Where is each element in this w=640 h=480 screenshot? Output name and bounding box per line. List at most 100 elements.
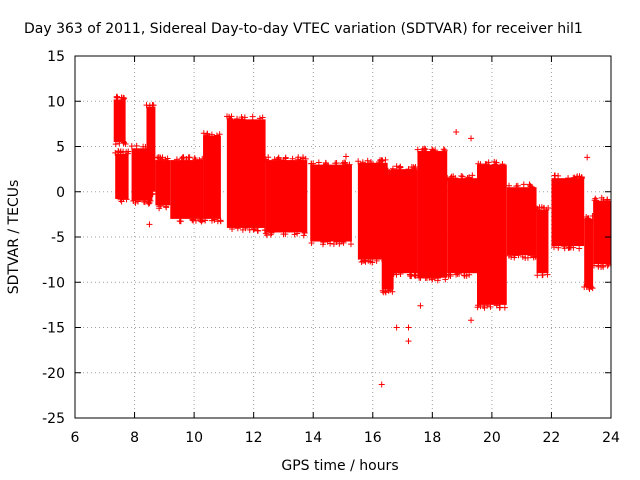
data-point-cluster — [115, 153, 129, 199]
data-point-outlier — [378, 381, 385, 388]
data-point — [197, 216, 204, 223]
data-point — [466, 271, 473, 278]
data-point — [208, 217, 215, 224]
data-point — [120, 95, 127, 102]
data-point — [536, 204, 543, 211]
data-point — [234, 116, 241, 123]
data-point-cluster — [226, 119, 266, 228]
data-point — [177, 218, 184, 225]
data-point — [458, 172, 465, 179]
data-point — [149, 191, 156, 198]
data-point — [112, 149, 119, 156]
data-point — [340, 238, 347, 245]
data-point — [333, 159, 340, 166]
x-tick-label: 20 — [483, 430, 501, 446]
data-point-outlier — [405, 338, 412, 345]
data-point-cluster — [310, 164, 352, 242]
data-point — [117, 148, 124, 155]
data-point-cluster — [390, 169, 418, 274]
data-point — [588, 283, 595, 290]
data-point — [461, 272, 468, 279]
data-point — [380, 289, 387, 296]
data-point — [514, 182, 521, 189]
data-point — [492, 161, 499, 168]
data-point-outlier — [468, 135, 475, 142]
data-point — [373, 257, 380, 264]
x-tick-label: 22 — [543, 430, 561, 446]
data-point — [112, 141, 119, 148]
data-point — [519, 253, 526, 260]
data-point — [229, 226, 236, 233]
data-point-cluster — [155, 160, 171, 206]
data-point — [446, 271, 453, 278]
data-point — [346, 161, 353, 168]
data-point — [213, 132, 220, 139]
data-point — [163, 204, 170, 211]
x-tick-label: 8 — [130, 430, 139, 446]
x-tick-label: 6 — [71, 430, 80, 446]
data-point — [216, 131, 223, 138]
data-point — [145, 200, 152, 207]
data-point — [459, 173, 466, 180]
data-point — [589, 285, 596, 292]
data-point — [493, 302, 500, 309]
x-tick-label: 12 — [245, 430, 263, 446]
data-point — [527, 252, 534, 259]
data-point — [116, 140, 123, 147]
data-point-cluster — [536, 209, 549, 274]
data-point — [456, 271, 463, 278]
data-point-cluster — [417, 151, 448, 278]
data-point — [466, 174, 473, 181]
data-point — [360, 258, 367, 265]
data-point — [342, 161, 349, 168]
data-point — [367, 158, 374, 165]
data-point-outlier — [584, 154, 591, 161]
data-point — [432, 147, 439, 154]
x-tick-label: 24 — [602, 430, 620, 446]
y-axis-label: SDTVAR / TECUs — [6, 180, 22, 295]
data-point — [484, 302, 491, 309]
x-tick-label: 10 — [185, 430, 203, 446]
data-point — [393, 271, 400, 278]
data-point — [560, 243, 567, 250]
data-point — [453, 271, 460, 278]
data-point — [491, 158, 498, 165]
data-point — [379, 157, 386, 164]
data-point-outlier — [453, 129, 460, 136]
data-point — [570, 174, 577, 181]
data-point — [259, 114, 266, 121]
data-point — [566, 244, 573, 251]
data-point — [506, 182, 513, 189]
y-tick-label: -15 — [42, 321, 65, 337]
x-tick-label: 14 — [304, 430, 322, 446]
data-point-outlier — [146, 221, 153, 228]
data-point — [508, 253, 515, 260]
data-point — [124, 150, 131, 157]
data-point — [429, 146, 436, 153]
data-point-outlier — [393, 324, 400, 331]
data-point — [162, 156, 169, 163]
y-tick-label: -20 — [42, 366, 65, 382]
data-point — [322, 159, 329, 166]
y-tick-label: 10 — [47, 94, 65, 110]
x-tick-label: 16 — [364, 430, 382, 446]
data-point-cluster — [593, 200, 611, 265]
y-tick-label: -10 — [42, 275, 65, 291]
data-point — [191, 155, 198, 162]
data-point — [204, 130, 211, 137]
data-point-cluster — [203, 135, 221, 219]
data-point-outlier — [405, 166, 412, 173]
data-point — [578, 173, 585, 180]
data-point — [441, 147, 448, 154]
data-point — [280, 231, 287, 238]
data-point — [534, 272, 541, 279]
data-point — [385, 287, 392, 294]
data-point-outlier — [435, 261, 442, 268]
data-point-outlier — [342, 153, 349, 160]
data-point — [598, 194, 605, 201]
data-point — [157, 154, 164, 161]
data-point — [576, 245, 583, 252]
data-point — [499, 161, 506, 168]
data-point — [600, 263, 607, 270]
